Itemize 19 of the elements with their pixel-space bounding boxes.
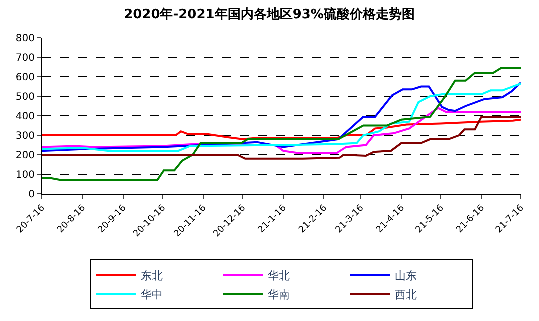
y-tick-label: 600 [16, 72, 35, 84]
legend-label: 西北 [395, 288, 417, 302]
y-tick-label: 700 [16, 53, 35, 64]
y-tick-label: 300 [16, 131, 35, 142]
legend-label: 华北 [268, 269, 290, 282]
legend-label: 华南 [268, 288, 290, 302]
legend-label: 东北 [141, 269, 163, 282]
legend-label: 华中 [141, 288, 163, 302]
line-series [42, 67, 521, 182]
chart-title: 2020年-2021年国内各地区93%硫酸价格走势图 [124, 6, 415, 23]
line-series [42, 118, 521, 140]
y-tick-label: 500 [16, 92, 35, 103]
y-tick-label: 800 [16, 34, 35, 44]
y-tick-label: 100 [16, 170, 35, 181]
y-tick-label: 200 [16, 150, 35, 162]
y-tick-label: 0 [28, 190, 35, 200]
y-tick-label: 400 [16, 112, 35, 122]
legend-label: 山东 [395, 269, 417, 282]
line-series [42, 116, 521, 160]
